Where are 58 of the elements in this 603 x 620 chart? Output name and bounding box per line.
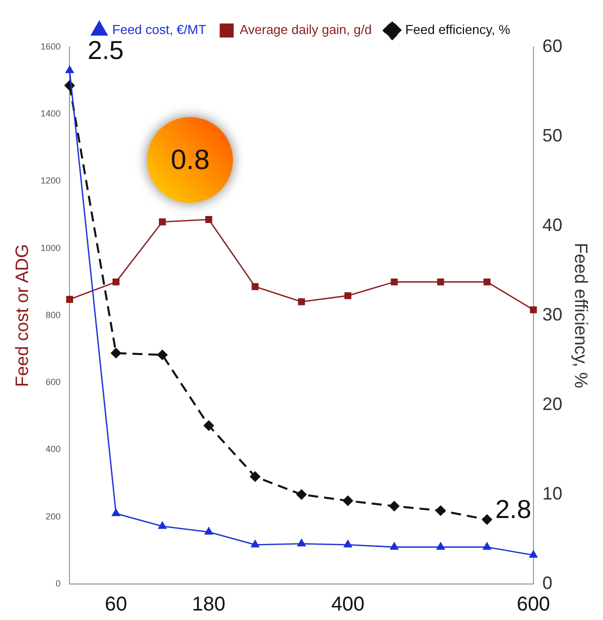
point bbox=[389, 501, 400, 512]
point bbox=[204, 527, 213, 535]
point bbox=[112, 508, 120, 516]
point bbox=[390, 278, 398, 286]
point bbox=[250, 472, 260, 482]
point bbox=[529, 550, 538, 558]
y2-tick-label: 30 bbox=[542, 304, 562, 324]
x-tick-label: 400 bbox=[331, 594, 365, 616]
point bbox=[158, 218, 166, 226]
point bbox=[344, 292, 352, 300]
y2-axis-title: Feed efficiency, % bbox=[571, 242, 592, 388]
y-tick-label: 0 bbox=[56, 578, 61, 588]
y2-tick-label: 50 bbox=[542, 125, 562, 146]
y-tick-label: 800 bbox=[46, 310, 61, 320]
point bbox=[251, 540, 260, 548]
point bbox=[342, 496, 353, 506]
point bbox=[112, 278, 120, 286]
point bbox=[437, 278, 444, 286]
point bbox=[390, 542, 398, 550]
annotation: 2.5 bbox=[88, 35, 124, 66]
point bbox=[158, 522, 166, 529]
point bbox=[530, 306, 537, 314]
x-tick-label: 60 bbox=[104, 594, 128, 616]
point bbox=[66, 296, 74, 303]
y2-tick-label: 60 bbox=[542, 36, 562, 56]
y-tick-label: 1600 bbox=[40, 41, 61, 52]
x-tick-label: 600 bbox=[516, 594, 550, 616]
legend-label: Average daily gain, g/d bbox=[240, 22, 372, 38]
y2-tick-label: 0 bbox=[542, 572, 552, 593]
point bbox=[252, 283, 259, 290]
y2-tick-label: 40 bbox=[542, 214, 562, 235]
y2-tick-label: 20 bbox=[542, 394, 562, 414]
point bbox=[484, 278, 490, 286]
y-tick-label: 400 bbox=[46, 444, 61, 454]
point bbox=[436, 542, 445, 550]
point bbox=[436, 506, 446, 516]
x-tick-label: 180 bbox=[192, 594, 226, 616]
point bbox=[296, 490, 306, 500]
y-tick-label: 600 bbox=[46, 377, 61, 388]
round-badge: 0.8 bbox=[147, 117, 234, 203]
annotation: 2.8 bbox=[495, 494, 532, 524]
point bbox=[482, 542, 492, 550]
y-tick-label: 1200 bbox=[40, 176, 61, 186]
point bbox=[482, 514, 492, 525]
point bbox=[110, 348, 121, 358]
point bbox=[298, 298, 305, 306]
point bbox=[205, 216, 212, 223]
point bbox=[157, 350, 168, 360]
y-axis-title: Feed cost or ADG bbox=[12, 244, 32, 388]
y-tick-label: 1000 bbox=[40, 242, 61, 253]
point bbox=[297, 539, 306, 546]
y-tick-label: 200 bbox=[46, 511, 61, 522]
legend-label: Feed efficiency, % bbox=[405, 22, 511, 38]
y-tick-label: 1400 bbox=[40, 108, 61, 119]
point bbox=[204, 420, 214, 431]
y2-tick-label: 10 bbox=[542, 483, 562, 504]
legend-label: Feed cost, €/MT bbox=[112, 22, 206, 38]
point bbox=[344, 540, 352, 548]
